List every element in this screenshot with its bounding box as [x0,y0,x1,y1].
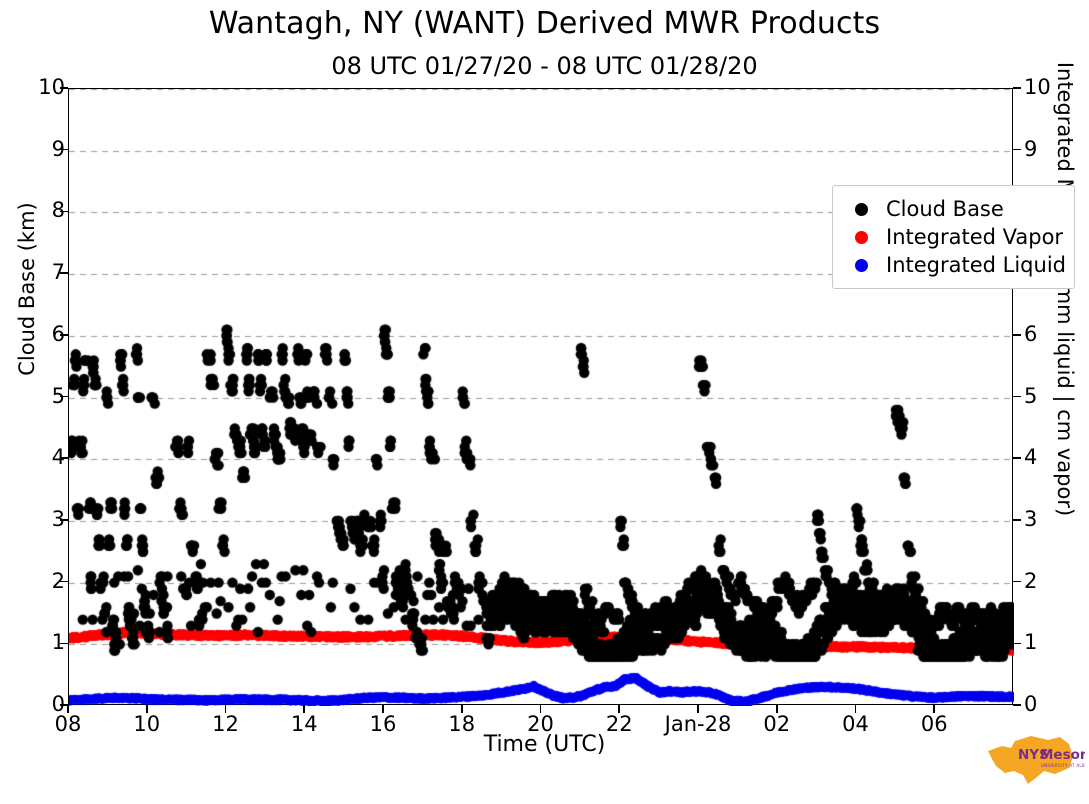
y-axis-right-tick-mark [1013,580,1021,583]
x-axis-tick-mark [539,705,542,713]
x-axis-tick-label: 06 [920,712,948,736]
x-axis-tick-mark [224,705,227,713]
y-axis-left-tick-label: 9 [51,136,65,161]
x-axis-tick-mark [303,705,306,713]
legend-item-cloud-base[interactable]: Cloud Base [841,195,1064,223]
y-axis-right-tick-label: 5 [1024,383,1038,408]
plot-canvas [69,89,1014,706]
x-axis-tick-mark [775,705,778,713]
y-axis-right-tick-mark [1013,642,1021,645]
y-axis-right-tick-label: 4 [1024,445,1038,470]
y-axis-right-tick-label: 3 [1024,506,1038,531]
x-axis-tick-mark [460,705,463,713]
x-axis-tick-label: 20 [527,712,554,736]
y-axis-right-tick-mark [1013,395,1021,398]
x-axis-tick-mark [382,705,384,713]
y-axis-right-tick-label: 0 [1024,692,1038,716]
plot-area: Cloud Base Integrated Vapor Integrated L… [68,88,1075,706]
x-axis-tick-mark [697,705,699,713]
x-axis-tick-label: 08 [54,712,82,736]
y-axis-right-tick-label: 10 [1024,75,1051,99]
y-axis-right-tick-mark [1013,148,1021,151]
legend-item-integrated-vapor[interactable]: Integrated Vapor [841,223,1064,251]
x-axis-tick-label: 16 [369,712,397,736]
y-axis-left-tick-label: 2 [51,568,65,593]
circle-marker-icon [855,230,868,244]
x-axis-tick-label: 18 [448,712,476,736]
x-axis-tick-mark [145,705,148,713]
x-axis-tick-mark [67,705,69,713]
logo-subtitle-text: UNIVERSITY AT ALBANY [1041,763,1085,768]
x-axis-tick-label: 10 [133,712,161,736]
x-axis-tick-label: 12 [212,712,239,736]
y-axis-right-tick-label: 9 [1024,136,1038,161]
y-axis-left-tick-mark [60,704,68,706]
x-axis-tick-mark [618,705,621,713]
x-axis-tick-label: 14 [290,712,318,736]
page-title: Wantagh, NY (WANT) Derived MWR Products [208,6,881,41]
y-axis-left-tick-mark [60,334,68,336]
logo-mesonet-text: Mesonet [1040,747,1085,763]
x-axis-tick-mark [854,705,857,713]
y-axis-left-tick-label: 6 [51,321,65,346]
y-axis-right-tick-label: 6 [1024,321,1038,346]
y-axis-left-tick-mark [60,272,68,274]
y-axis-left-tick-label: 10 [38,75,65,99]
y-axis-left-tick-mark [60,580,68,583]
y-axis-left-tick-label: 4 [51,445,65,470]
y-axis-right-tick-label: 2 [1024,568,1038,593]
x-axis-tick-label: 22 [605,712,633,736]
y-axis-left-tick-mark [60,457,68,459]
circle-marker-icon [855,258,868,272]
y-axis-left-tick-mark [60,210,68,213]
y-axis-left-tick-mark [60,87,68,89]
y-axis-right-tick-mark [1013,87,1021,89]
y-axis-left-tick-mark [60,395,68,398]
y-axis-left-tick-label: 0 [51,692,65,716]
y-axis-left-label: Cloud Base (km) [15,202,39,376]
y-axis-left-tick-mark [60,148,68,151]
y-axis-left-tick-label: 7 [51,260,65,285]
nys-mesonet-logo: NYS Mesonet UNIVERSITY AT ALBANY [988,736,1085,784]
y-axis-right-tick-label: 1 [1024,630,1038,655]
y-axis-right-label: Integrated Moisture (mm liquid | cm vapo… [1053,61,1077,517]
y-axis-left-tick-label: 3 [51,506,65,531]
x-axis-label: Time (UTC) [483,732,606,757]
x-axis-tick-label: 02 [763,712,791,736]
chart-subtitle: 08 UTC 01/27/20 - 08 UTC 01/28/20 [331,52,758,80]
y-axis-left-tick-mark [60,642,68,645]
y-axis-left-tick-label: 5 [51,383,65,408]
y-axis-right-tick-mark [1013,519,1021,521]
y-axis-left-tick-label: 8 [51,198,65,223]
y-axis-left-tick-mark [60,519,68,521]
x-axis-tick-mark [933,705,936,713]
logo-nys-text: NYS [1018,747,1049,763]
legend-label: Cloud Base [886,197,1004,221]
y-axis-right-tick-mark [1013,334,1021,336]
legend-item-integrated-liquid[interactable]: Integrated Liquid [841,251,1066,279]
y-axis-right-tick-mark [1013,457,1021,459]
new-york-state-shape-icon [988,736,1073,784]
chart-legend: Cloud Base Integrated Vapor Integrated L… [832,185,1075,289]
y-axis-right-tick-mark [1013,704,1021,706]
legend-label: Integrated Liquid [886,253,1066,277]
x-axis-tick-label: Jan-28 [664,712,732,736]
x-axis-tick-label: 04 [842,712,869,736]
circle-marker-icon [855,202,868,216]
legend-label: Integrated Vapor [886,225,1064,249]
y-axis-left-tick-label: 1 [51,630,65,655]
